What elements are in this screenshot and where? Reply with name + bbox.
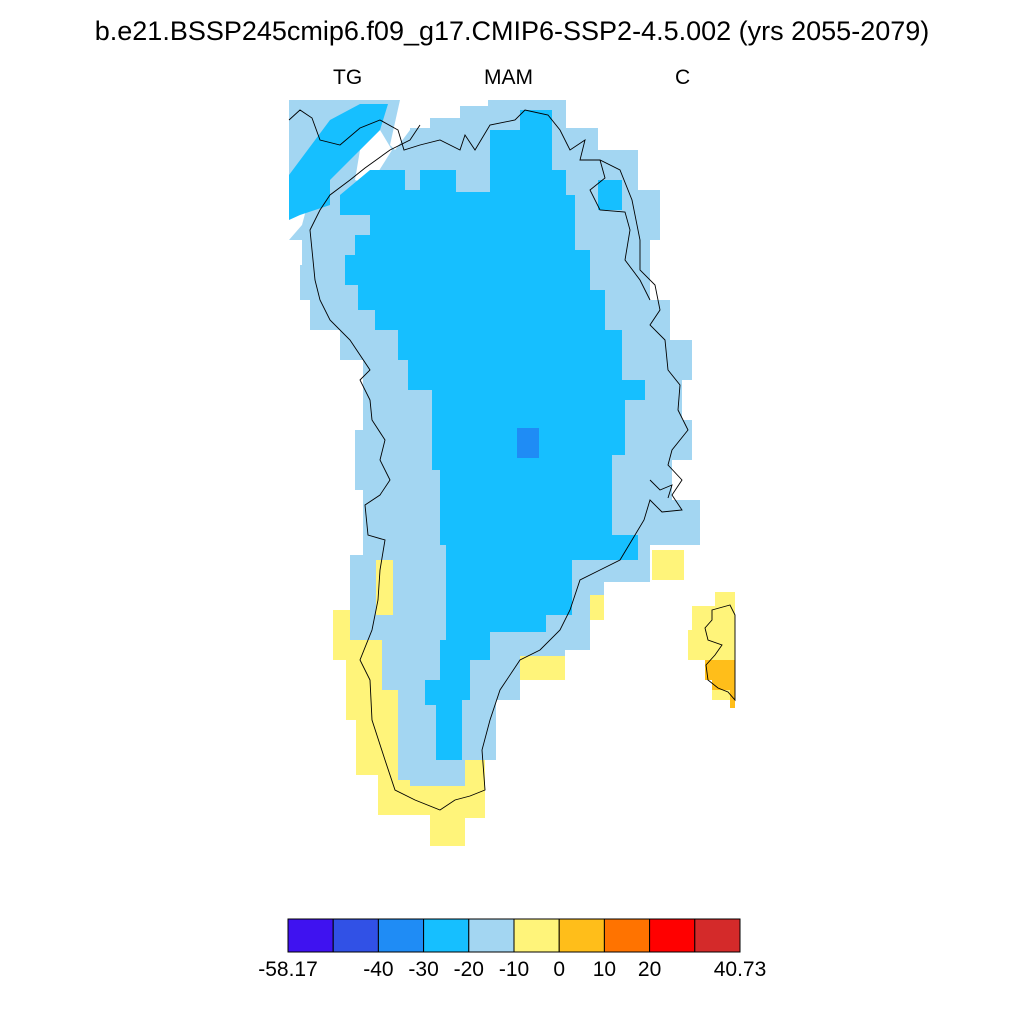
colorbar-tick-label: 10 bbox=[592, 958, 617, 981]
interior-main bbox=[340, 110, 645, 760]
nw-gap-1 bbox=[390, 100, 410, 150]
colorbar-tick-label: -10 bbox=[498, 958, 530, 981]
sw-yellow-band bbox=[333, 610, 485, 846]
plot-title: b.e21.BSSP245cmip6.f09_g17.CMIP6-SSP2-4.… bbox=[94, 16, 930, 46]
colorbar-tick-label: 40.73 bbox=[713, 958, 767, 981]
ne-interior bbox=[598, 180, 622, 210]
colorbar-box bbox=[287, 918, 334, 953]
nw-gap-2 bbox=[355, 130, 392, 185]
colorbar-box bbox=[649, 918, 696, 953]
colorbar-box bbox=[332, 918, 379, 953]
se-yellow-patch bbox=[590, 595, 604, 620]
temperature-field bbox=[289, 100, 735, 846]
ne-coast-detail bbox=[589, 159, 651, 301]
colorbar-box bbox=[513, 918, 560, 953]
colorbar-box bbox=[694, 918, 741, 953]
sw-yellow-strip bbox=[376, 560, 393, 615]
interior-region bbox=[289, 104, 388, 220]
colorbar-box bbox=[468, 918, 515, 953]
e-yellow-cell bbox=[652, 550, 684, 580]
s-yellow-patch bbox=[520, 656, 565, 680]
colorbar-tick-label: -20 bbox=[453, 958, 484, 981]
greenland-coastline bbox=[288, 109, 689, 811]
colorbar-tick-label: 20 bbox=[637, 958, 662, 981]
colorbar-box bbox=[558, 918, 605, 953]
colorbar-tick-label: -30 bbox=[408, 958, 439, 981]
colorbar-box bbox=[377, 918, 425, 953]
ne-finger bbox=[537, 165, 546, 195]
colorbar-box bbox=[603, 918, 651, 953]
iceland-coastline bbox=[704, 604, 736, 702]
colorbar-tick-label: 0 bbox=[553, 958, 566, 981]
colorbar-tick-label: -58.17 bbox=[258, 958, 318, 981]
east-fjord bbox=[649, 479, 673, 499]
colorbar-box bbox=[423, 918, 470, 953]
units-label: C bbox=[675, 66, 691, 89]
season-label: MAM bbox=[484, 66, 533, 89]
coastlines bbox=[288, 109, 736, 811]
colorbar-tick-label: -40 bbox=[363, 958, 394, 981]
variable-label: TG bbox=[333, 66, 363, 89]
iceland-orange bbox=[705, 660, 735, 708]
summit-cell bbox=[517, 428, 539, 458]
